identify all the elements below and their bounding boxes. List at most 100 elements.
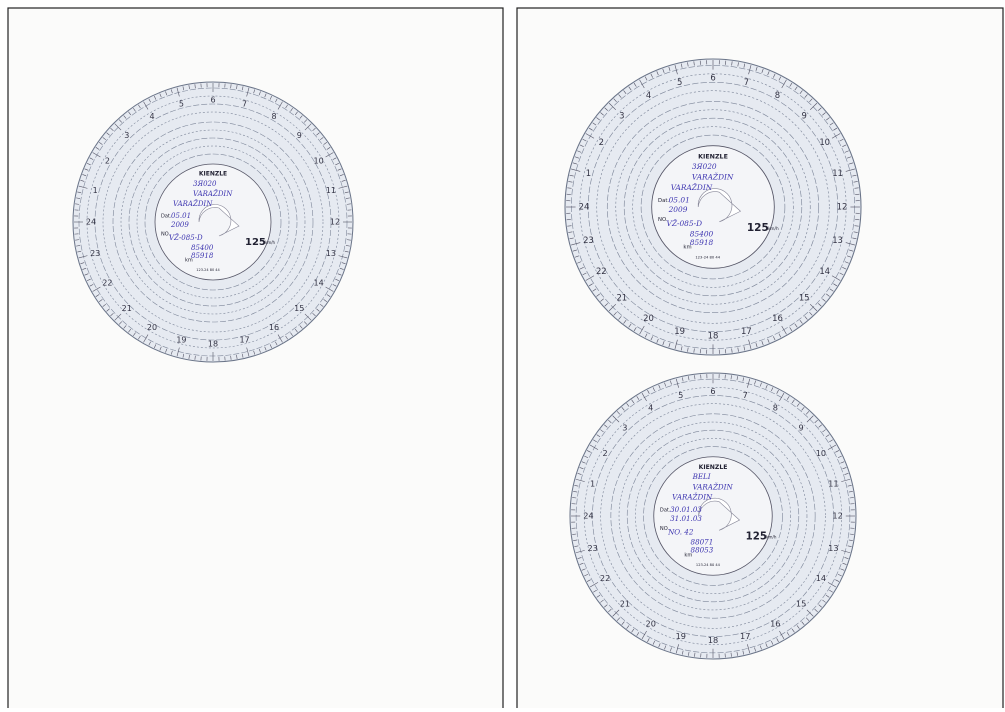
hour-label: 5: [179, 100, 184, 109]
hour-label: 22: [102, 279, 112, 288]
hour-label: 12: [837, 202, 848, 212]
hour-label: 23: [583, 235, 594, 245]
handwriting: VARAŽDIN: [693, 482, 734, 491]
handwriting: VARAŽDIN: [671, 183, 713, 192]
hour-label: 12: [330, 218, 340, 227]
hour-label: 13: [828, 543, 838, 553]
hour-label: 14: [819, 266, 830, 276]
hour-label: 8: [773, 403, 778, 413]
hour-label: 1: [586, 168, 591, 178]
hour-label: 11: [832, 168, 843, 178]
hour-label: 4: [646, 90, 651, 100]
hour-label: 22: [600, 573, 610, 583]
hour-label: 5: [677, 77, 682, 87]
hour-label: 3: [622, 422, 627, 432]
hour-label: 11: [828, 478, 838, 488]
hour-label: 22: [596, 266, 607, 276]
hour-label: 11: [326, 186, 336, 195]
hour-label: 18: [208, 340, 218, 349]
handwriting: 88053: [691, 546, 714, 555]
hour-label: 8: [271, 112, 276, 121]
hour-label: 17: [740, 631, 750, 641]
brand: KIENZLE: [199, 171, 227, 178]
hour-label: 5: [678, 390, 683, 400]
hour-label: 16: [770, 618, 780, 628]
hour-label: 21: [620, 599, 630, 609]
hour-label: 20: [645, 618, 655, 628]
hour-label: 13: [326, 249, 336, 258]
hour-label: 10: [816, 448, 826, 458]
handwriting: 2009: [668, 205, 688, 214]
handwriting: VŽ-085-D: [666, 219, 702, 228]
hour-label: 2: [599, 137, 604, 147]
handwriting: 3Я020: [193, 180, 217, 188]
brand: KIENZLE: [698, 153, 728, 160]
hour-label: 7: [743, 390, 748, 400]
hour-label: 21: [122, 304, 132, 313]
speed: 125: [746, 531, 767, 542]
hour-label: 9: [799, 422, 804, 432]
hour-label: 24: [86, 218, 96, 227]
hour-label: 15: [799, 293, 810, 303]
code: 123-24 80 44: [196, 268, 220, 272]
hour-label: 20: [147, 323, 157, 332]
hour-label: 20: [643, 313, 654, 323]
hour-label: 8: [775, 90, 780, 100]
brand: KIENZLE: [699, 464, 728, 471]
hour-label: 18: [708, 635, 718, 645]
speed-unit: km/h: [768, 226, 779, 231]
hour-label: 14: [816, 573, 826, 583]
hour-label: 6: [710, 73, 715, 83]
hour-label: 6: [710, 386, 715, 396]
hour-label: 24: [583, 511, 593, 521]
hour-label: 3: [124, 131, 129, 140]
hour-label: 16: [772, 313, 783, 323]
handwriting: VARAŽDIN: [193, 189, 233, 198]
handwriting: VŽ-085-D: [169, 233, 203, 242]
hour-label: 1: [590, 478, 595, 488]
hour-label: 18: [708, 330, 719, 340]
hour-label: 13: [832, 235, 843, 245]
speed-unit: km/h: [766, 534, 777, 539]
code: 123-24 80 44: [696, 563, 721, 567]
handwriting: 3Я020: [692, 162, 717, 171]
hour-label: 14: [314, 279, 324, 288]
handwriting: 2009: [170, 221, 189, 229]
hour-label: 24: [579, 202, 590, 212]
hour-label: 2: [602, 448, 607, 458]
hour-label: 2: [105, 157, 110, 166]
handwriting: VARAŽDIN: [692, 172, 734, 181]
hour-label: 23: [587, 543, 597, 553]
handwriting: VARAŽDIN: [173, 199, 213, 208]
hour-label: 19: [674, 326, 685, 336]
hour-label: 6: [210, 96, 215, 105]
handwriting: 85918: [191, 252, 214, 260]
hour-label: 9: [802, 110, 807, 120]
hour-label: 7: [242, 100, 247, 109]
handwriting: 05.01: [669, 196, 690, 205]
hour-label: 21: [616, 293, 627, 303]
handwriting: 05.01: [171, 212, 191, 220]
hour-label: 1: [93, 186, 98, 195]
speed: 125: [245, 237, 266, 248]
hour-label: 12: [832, 511, 842, 521]
hour-label: 4: [648, 403, 653, 413]
hour-label: 9: [297, 131, 302, 140]
handwriting: 85918: [690, 238, 714, 247]
hour-label: 3: [619, 110, 624, 120]
hour-label: 4: [149, 112, 154, 121]
code: 123-24 80 44: [695, 256, 720, 260]
hour-label: 7: [744, 77, 749, 87]
hour-label: 16: [269, 323, 279, 332]
hour-label: 10: [819, 137, 830, 147]
hour-label: 23: [90, 249, 100, 258]
hour-label: 17: [741, 326, 752, 336]
hour-label: 19: [676, 631, 686, 641]
speed-unit: km/h: [265, 240, 276, 245]
hour-label: 15: [294, 304, 304, 313]
speed: 125: [747, 222, 769, 234]
hour-label: 15: [796, 599, 806, 609]
